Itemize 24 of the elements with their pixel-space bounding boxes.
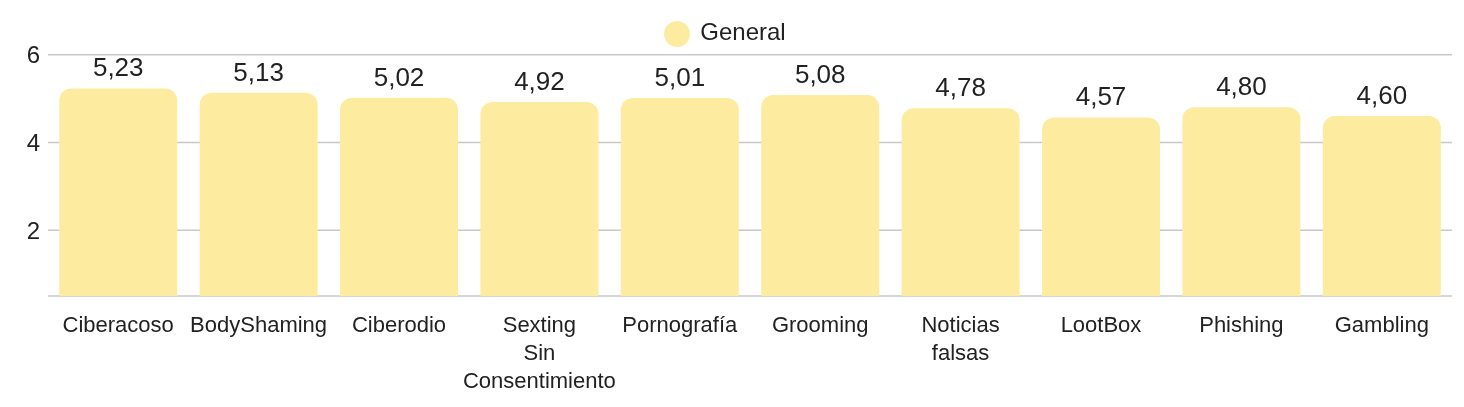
data-label: 4,78 xyxy=(935,72,986,103)
x-tick-label: LootBox xyxy=(1060,312,1142,337)
x-tick-label: Noticias falsas xyxy=(921,312,1000,365)
data-label: 4,60 xyxy=(1356,80,1408,111)
data-label: 4,80 xyxy=(1216,71,1267,102)
data-label: 5,23 xyxy=(92,52,144,83)
x-tick-label: Ciberacoso xyxy=(62,312,174,337)
legend-label: General xyxy=(700,18,786,45)
data-label: 5,08 xyxy=(794,59,846,90)
data-label: 4,92 xyxy=(514,66,565,97)
y-tick-label: 4 xyxy=(26,128,40,156)
data-label: 5,02 xyxy=(373,61,425,92)
x-tick-label: Grooming xyxy=(771,312,869,337)
data-label: 4,57 xyxy=(1075,81,1127,112)
x-tick-label: Gambling xyxy=(1334,312,1429,337)
x-tick-label: BodyShaming xyxy=(190,312,328,337)
data-label: 5,01 xyxy=(654,62,706,93)
x-tick-label: Pornografía xyxy=(622,312,739,337)
y-tick-label: 2 xyxy=(26,216,40,244)
x-tick-label: Phishing xyxy=(1199,312,1284,337)
x-tick-label: Sexting Sin Consentimiento xyxy=(462,312,616,393)
x-tick-label: Ciberodio xyxy=(351,312,447,337)
y-tick-label: 6 xyxy=(26,41,40,69)
data-label: 5,13 xyxy=(233,56,284,87)
